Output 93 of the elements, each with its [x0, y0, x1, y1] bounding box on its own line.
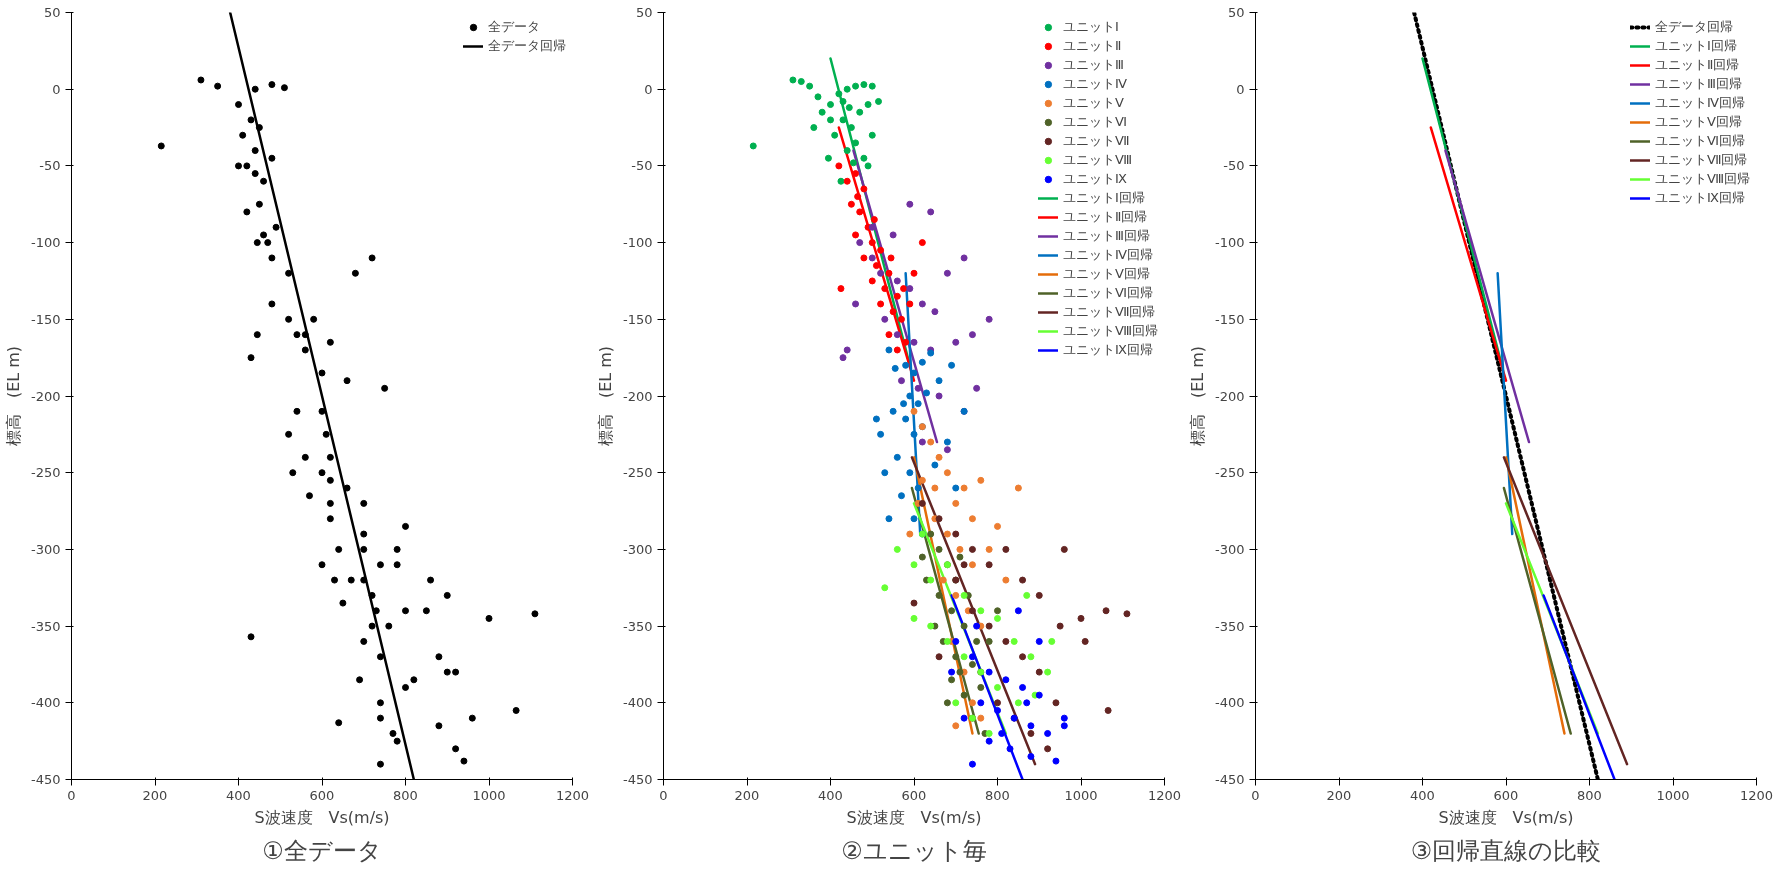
legend-label: 全データ [488, 18, 540, 36]
y-tick-label: -350 [31, 618, 61, 634]
legend-label: ユニットⅡ回帰 [1062, 208, 1148, 226]
legend-label: ユニットⅠ回帰 [1654, 37, 1737, 55]
y-tick-label: -300 [1215, 541, 1245, 557]
legend-label: ユニットⅣ [1062, 75, 1127, 93]
legend-label: 全データ回帰 [1654, 18, 1733, 36]
y-tick-label: -450 [1215, 772, 1245, 787]
y-tick-label: -200 [1215, 388, 1245, 404]
x-tick-label: 800 [393, 787, 418, 803]
x-tick-label: 800 [985, 787, 1010, 803]
y-tick-label: -450 [31, 772, 61, 787]
x-tick-label: 0 [659, 787, 668, 803]
y-tick-label: 0 [1236, 81, 1245, 97]
x-tick-label: 1000 [472, 787, 506, 803]
legend-label: ユニットⅣ回帰 [1654, 94, 1745, 112]
legend-label: ユニットⅥ回帰 [1062, 284, 1153, 302]
x-tick-label: 1200 [1739, 787, 1774, 803]
legend-label: ユニットⅤ [1062, 94, 1124, 112]
y-tick-label: -250 [1215, 465, 1245, 481]
x-tick-label: 800 [1577, 787, 1602, 803]
legend-label: ユニットⅧ [1062, 151, 1132, 169]
x-axis-title: S波速度 Vs(m/s) [1438, 807, 1574, 827]
x-tick-label: 0 [67, 787, 76, 803]
y-tick-label: -450 [623, 772, 653, 787]
y-tick-label: -100 [623, 235, 653, 251]
x-tick-label: 1200 [1147, 787, 1182, 803]
y-tick-label: -250 [623, 465, 653, 481]
legend-label: ユニットⅢ [1062, 56, 1124, 74]
legend-label: ユニットⅦ回帰 [1062, 303, 1156, 321]
y-tick-label: -50 [631, 158, 653, 174]
y-tick-label: 50 [1227, 5, 1245, 20]
legend-label: ユニットⅥ回帰 [1654, 132, 1745, 150]
y-tick-label: -100 [31, 235, 61, 251]
y-tick-label: -300 [31, 541, 61, 557]
x-tick-label: 200 [1326, 787, 1352, 803]
y-tick-label: -100 [1215, 235, 1245, 251]
y-axis-title: 標高 (EL m) [596, 345, 615, 447]
x-tick-label: 1200 [555, 787, 590, 803]
legend-label: 全データ回帰 [488, 37, 566, 55]
legend-label: ユニットⅥ [1062, 113, 1127, 131]
x-tick-label: 600 [309, 787, 335, 803]
legend-label: ユニットⅢ回帰 [1654, 75, 1742, 93]
y-tick-label: -350 [1215, 618, 1245, 634]
x-axis-title: S波速度 Vs(m/s) [254, 807, 390, 827]
y-tick-label: -400 [623, 695, 653, 711]
legend-label: ユニットⅧ回帰 [1062, 322, 1158, 340]
y-tick-label: -350 [623, 618, 653, 634]
x-tick-label: 400 [818, 787, 843, 803]
x-tick-label: 0 [1251, 787, 1260, 803]
legend-label: ユニットⅣ回帰 [1062, 246, 1153, 264]
legend-label: ユニットⅤ回帰 [1062, 265, 1150, 283]
legend-label: ユニットⅠ回帰 [1062, 189, 1145, 207]
legend-label: ユニットⅦ回帰 [1654, 151, 1748, 169]
y-tick-label: -150 [1215, 311, 1245, 327]
y-tick-label: -200 [623, 388, 653, 404]
legend-label: ユニットⅠ [1062, 18, 1119, 36]
x-tick-label: 200 [734, 787, 760, 803]
text: ①全データ [262, 836, 382, 865]
y-tick-label: -150 [31, 311, 61, 327]
x-tick-label: 600 [1493, 787, 1519, 803]
x-tick-label: 1000 [1656, 787, 1690, 803]
legend-label: ユニットⅧ回帰 [1654, 170, 1750, 188]
y-tick-label: -400 [1215, 695, 1245, 711]
y-tick-label: 50 [635, 5, 653, 20]
y-tick-label: -200 [31, 388, 61, 404]
legend-label: ユニットⅡ回帰 [1654, 56, 1740, 74]
x-tick-label: 200 [142, 787, 168, 803]
legend-label: ユニットⅡ [1062, 37, 1122, 55]
y-tick-label: -50 [1223, 158, 1245, 174]
x-tick-label: 400 [226, 787, 251, 803]
x-tick-label: 600 [901, 787, 927, 803]
text: ②ユニット毎 [841, 836, 987, 865]
y-tick-label: -150 [623, 311, 653, 327]
legend-label: ユニットⅢ回帰 [1062, 227, 1150, 245]
legend-label: ユニットⅦ [1062, 132, 1130, 150]
y-tick-label: -250 [31, 465, 61, 481]
y-tick-label: -400 [31, 695, 61, 711]
y-axis-title: 標高 (EL m) [1188, 345, 1207, 447]
x-tick-label: 400 [1410, 787, 1435, 803]
x-axis-title: S波速度 Vs(m/s) [846, 807, 982, 827]
y-axis-title: 標高 (EL m) [4, 345, 23, 447]
y-tick-label: -300 [623, 541, 653, 557]
y-tick-label: 0 [644, 81, 653, 97]
legend-label: ユニットⅤ回帰 [1654, 113, 1742, 131]
legend-label: ユニットⅨ回帰 [1062, 341, 1153, 359]
y-tick-label: 50 [43, 5, 61, 20]
x-tick-label: 1000 [1064, 787, 1098, 803]
legend-label: ユニットⅨ回帰 [1654, 189, 1745, 207]
legend-label: ユニットⅨ [1062, 170, 1127, 188]
text: ③回帰直線の比較 [1410, 836, 1602, 865]
y-tick-label: 0 [52, 81, 61, 97]
y-tick-label: -50 [39, 158, 61, 174]
